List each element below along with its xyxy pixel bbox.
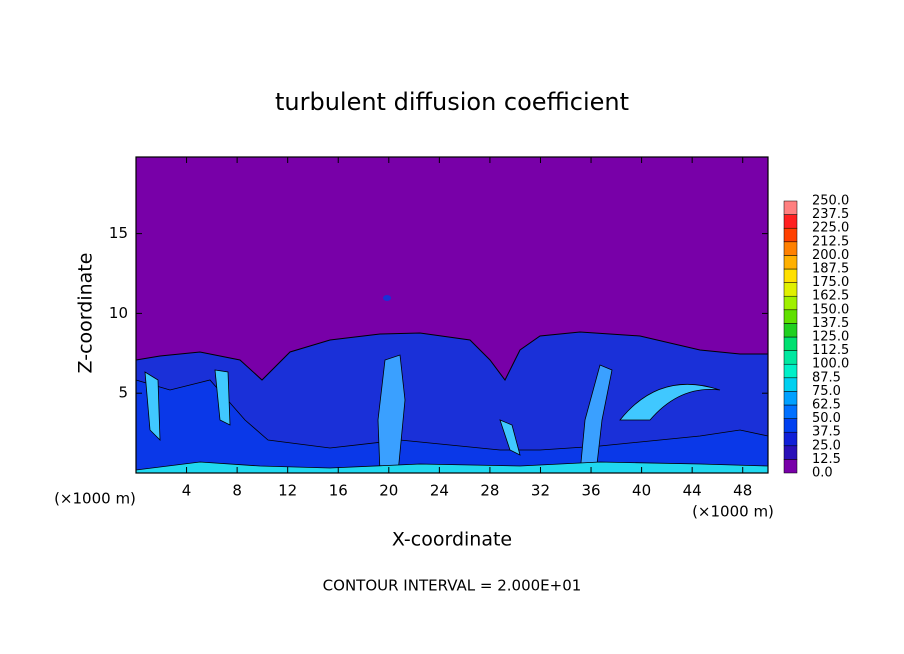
x-tick-label: 44 [683,482,702,500]
colorbar-label: 75.0 [812,384,841,399]
colorbar-swatch [783,309,798,324]
colorbar-swatch [783,295,798,311]
colorbar-swatch [783,241,798,256]
colorbar-label: 50.0 [812,411,841,426]
colorbar-swatch [783,431,798,447]
x-axis-title: X-coordinate [392,529,512,551]
colorbar-swatch [783,350,798,365]
colorbar-label: 162.5 [812,289,849,304]
x-unit-label: (×1000 m) [54,490,136,508]
x-tick-label: 48 [733,482,752,500]
colorbar-label: 187.5 [812,262,849,277]
colorbar-label: 62.5 [812,398,841,413]
x-tick-label: 24 [430,482,449,500]
x-tick-label: 12 [278,482,297,500]
plot-frame [135,156,769,474]
colorbar-label: 37.5 [812,425,841,440]
colorbar-label: 212.5 [812,234,849,249]
colorbar-swatch [783,214,798,229]
x-tick-label: 28 [480,482,499,500]
colorbar-swatch [783,200,798,215]
colorbar-label: 137.5 [812,316,849,331]
colorbar-label: 175.0 [812,275,849,290]
contour-interval-note: CONTOUR INTERVAL = 2.000E+01 [323,577,582,595]
colorbar-swatch [783,227,798,243]
x-tick-label: 36 [581,482,600,500]
colorbar-label: 0.0 [812,466,833,481]
colorbar-label: 87.5 [812,370,841,385]
x-tick-label: 20 [379,482,398,500]
colorbar-swatch [783,445,798,460]
colorbar-swatch [783,404,798,419]
colorbar-label: 112.5 [812,343,849,358]
y-axis-title: Z-coordinate [75,253,97,374]
colorbar-swatch [783,268,798,283]
colorbar-swatch [783,391,798,406]
colorbar-swatch [783,323,798,338]
y-tick-label: 15 [109,224,128,242]
x-tick-label: 16 [329,482,348,500]
colorbar-label: 100.0 [812,357,849,372]
colorbar-swatch [783,336,798,351]
colorbar-label: 12.5 [812,452,841,467]
colorbar-label: 125.0 [812,330,849,345]
colorbar-label: 250.0 [812,194,849,209]
field-shading [136,157,768,473]
x-tick-label: 4 [182,482,192,500]
colorbar-swatch [783,282,798,297]
colorbar-label: 200.0 [812,248,849,263]
colorbar-swatch [783,377,798,392]
colorbar-swatch [783,418,798,433]
chart-title: turbulent diffusion coefficient [275,88,629,116]
colorbar-label: 150.0 [812,302,849,317]
colorbar-swatch [783,363,798,379]
x-tick-label: 8 [232,482,242,500]
colorbar-label: 237.5 [812,207,849,222]
colorbar-swatch [783,459,798,474]
x-tick-label: 32 [531,482,550,500]
colorbar-label: 25.0 [812,438,841,453]
y-tick-label: 10 [109,304,128,322]
colorbar-swatch [783,255,798,270]
x-tick-label: 40 [632,482,651,500]
x-unit-label: (×1000 m) [692,503,774,521]
y-tick-label: 5 [118,384,128,402]
colorbar-label: 225.0 [812,221,849,236]
